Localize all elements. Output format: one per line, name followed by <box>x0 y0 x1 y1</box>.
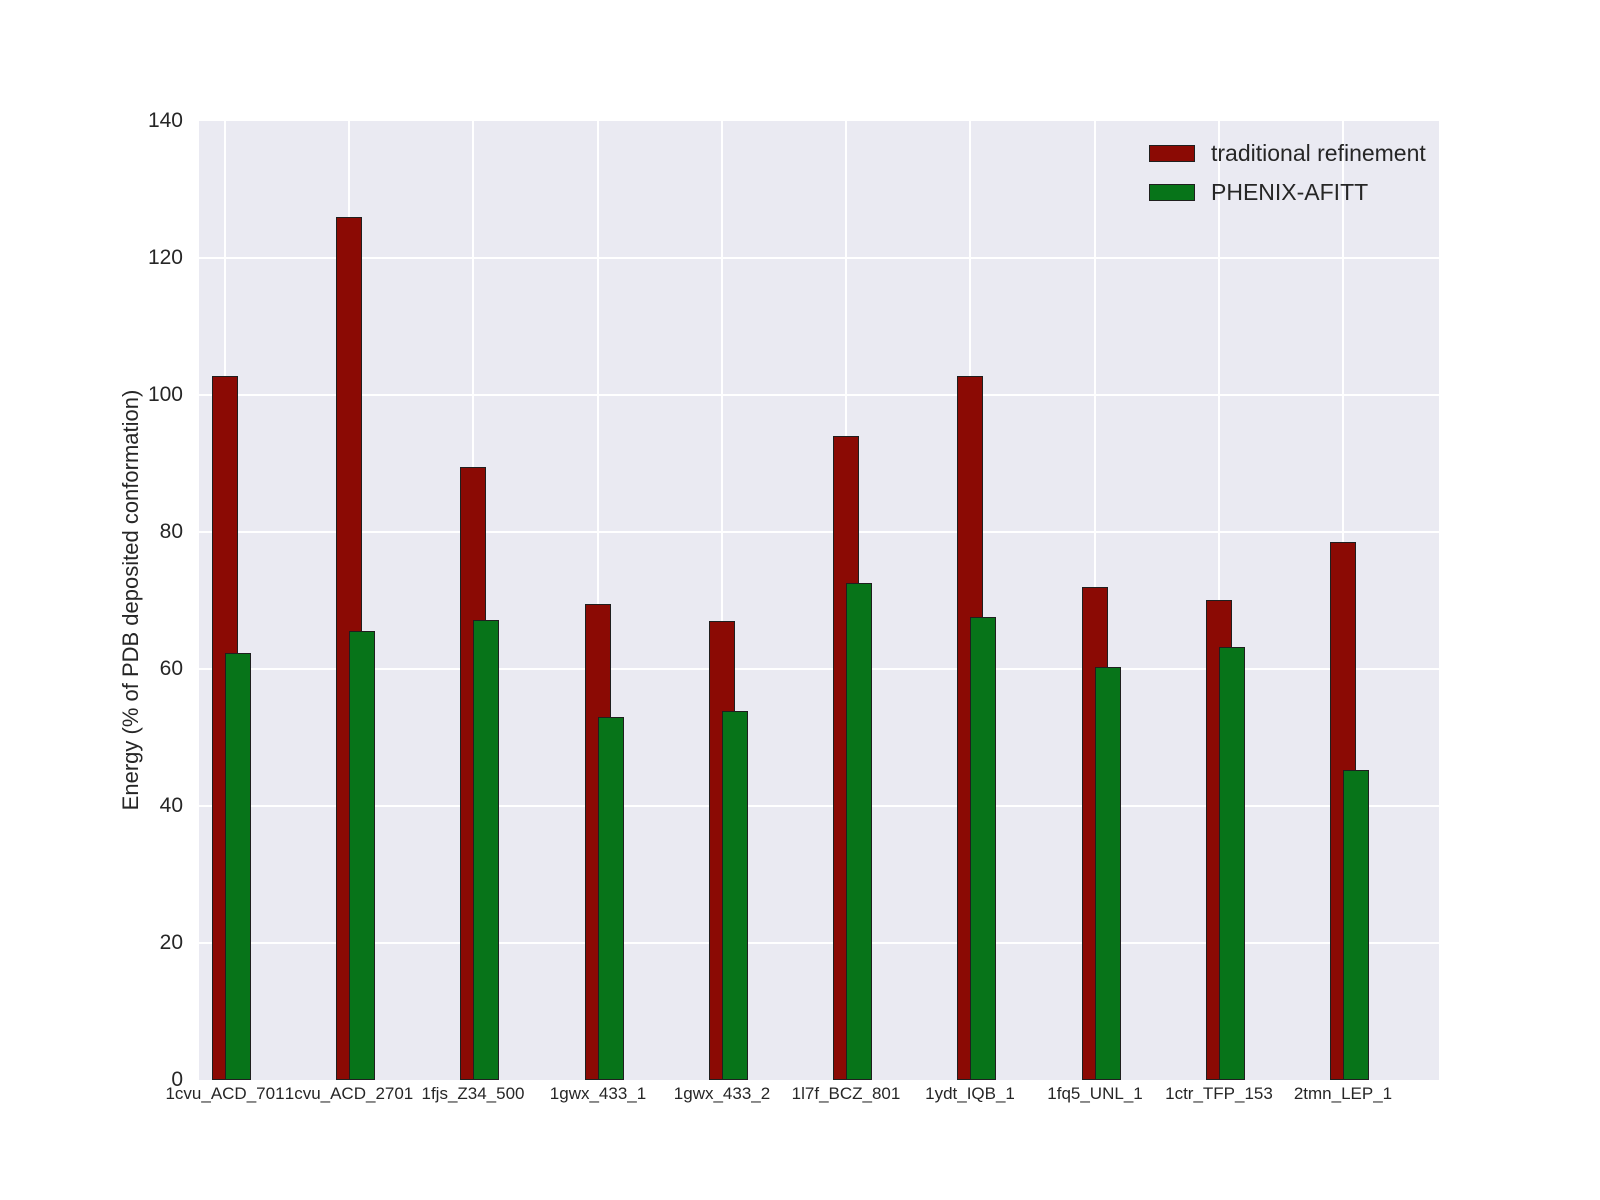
legend-swatch-phenix-afitt <box>1149 184 1195 201</box>
gridline-horizontal <box>199 531 1439 533</box>
bar-phenix-afitt <box>970 617 996 1080</box>
x-tick-label: 1fjs_Z34_500 <box>421 1084 525 1103</box>
y-tick-label: 40 <box>159 794 183 817</box>
bar-phenix-afitt <box>1095 667 1121 1080</box>
bar-phenix-afitt <box>1219 647 1245 1080</box>
x-tick-label: 1gwx_433_2 <box>673 1084 771 1103</box>
x-tick-label: 1fq5_UNL_1 <box>1047 1084 1143 1103</box>
bar-phenix-afitt <box>722 711 748 1080</box>
x-tick-label: 1cvu_ACD_701 <box>165 1084 285 1103</box>
x-tick-label: 1l7f_BCZ_801 <box>791 1084 901 1103</box>
legend-label-phenix-afitt: PHENIX-AFITT <box>1211 179 1369 205</box>
bar-phenix-afitt <box>473 620 499 1080</box>
x-tick-label: 2tmn_LEP_1 <box>1293 1084 1393 1103</box>
bar-phenix-afitt <box>846 583 872 1080</box>
y-tick-label: 0 <box>171 1068 183 1091</box>
plot-area: traditional refinement PHENIX-AFITT <box>199 121 1439 1080</box>
y-tick-label: 140 <box>147 109 183 132</box>
legend-swatch-traditional-refinement <box>1149 145 1195 162</box>
legend-label-traditional-refinement: traditional refinement <box>1211 140 1426 166</box>
gridline-horizontal <box>199 942 1439 944</box>
x-tick-label: 1cvu_ACD_2701 <box>284 1084 414 1103</box>
legend-item-phenix-afitt: PHENIX-AFITT <box>1149 179 1426 206</box>
gridline-horizontal <box>199 668 1439 670</box>
x-tick-label: 1gwx_433_1 <box>549 1084 647 1103</box>
bar-phenix-afitt <box>1343 770 1369 1080</box>
bar-phenix-afitt <box>349 631 375 1080</box>
y-tick-label: 20 <box>159 931 183 954</box>
gridline-horizontal <box>199 394 1439 396</box>
y-axis-title: Energy (% of PDB deposited conformation) <box>118 389 143 811</box>
y-tick-label: 60 <box>159 657 183 680</box>
y-tick-label: 80 <box>159 520 183 543</box>
legend: traditional refinement PHENIX-AFITT <box>1149 140 1426 206</box>
x-tick-label: 1ydt_IQB_1 <box>925 1084 1015 1103</box>
gridline-horizontal <box>199 805 1439 807</box>
gridline-horizontal <box>199 257 1439 259</box>
bar-phenix-afitt <box>225 653 251 1080</box>
gridline-vertical <box>596 121 599 1080</box>
legend-item-traditional-refinement: traditional refinement <box>1149 140 1426 167</box>
bar-phenix-afitt <box>598 717 624 1080</box>
y-tick-label: 100 <box>147 383 183 406</box>
gridline-vertical <box>720 121 723 1080</box>
y-tick-label: 120 <box>147 246 183 269</box>
x-tick-label: 1ctr_TFP_153 <box>1165 1084 1273 1103</box>
